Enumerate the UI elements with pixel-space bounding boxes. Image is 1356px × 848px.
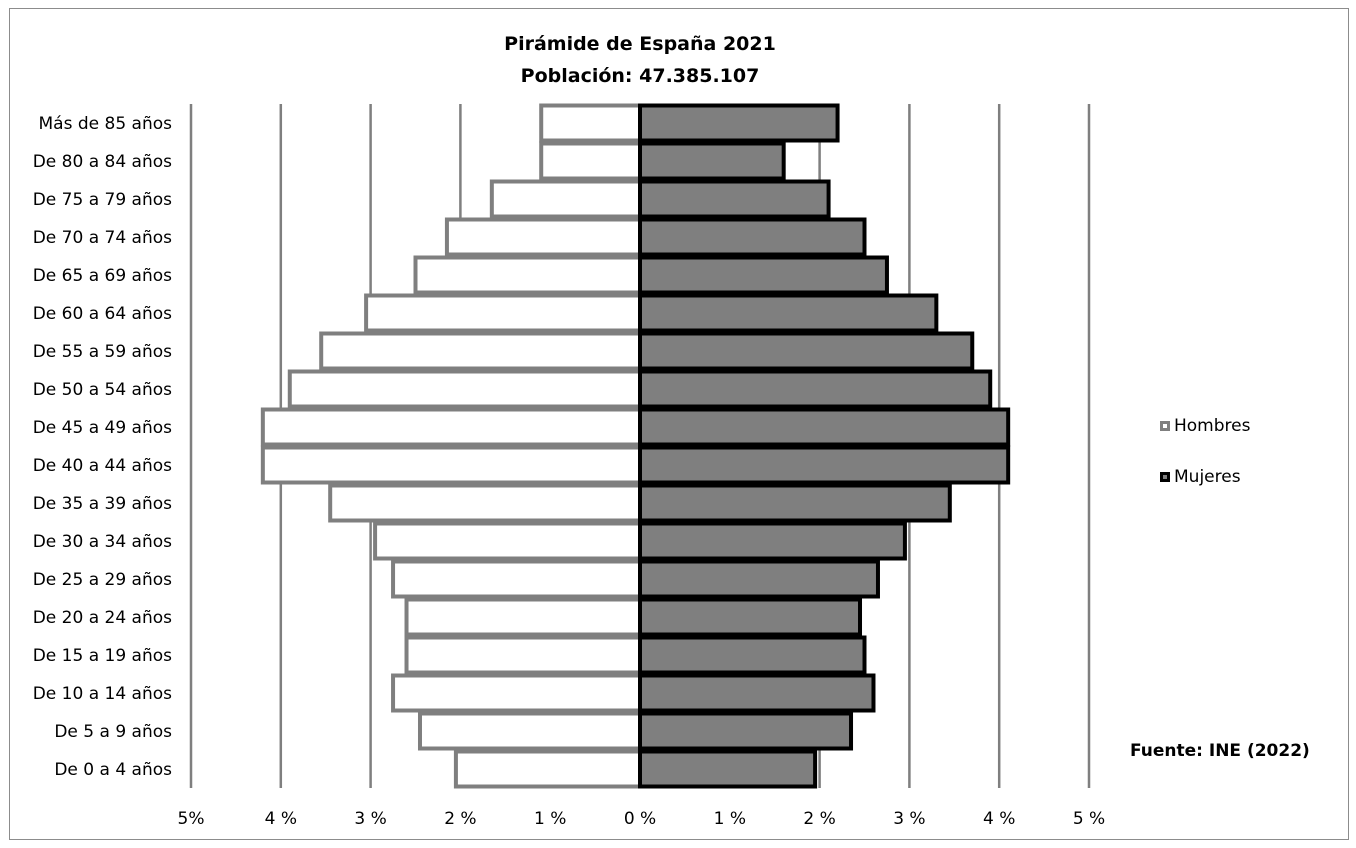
bar-mujeres-15 [640, 676, 873, 711]
x-tick-label-1: 4 % [265, 809, 297, 829]
bar-mujeres-8 [640, 410, 1008, 445]
legend-item-hombres: Hombres [1160, 414, 1250, 438]
x-tick-label-6: 1 % [714, 809, 746, 829]
category-label-4: De 65 a 69 años [33, 266, 172, 286]
category-label-13: De 20 a 24 años [33, 608, 172, 628]
bar-mujeres-16 [640, 714, 851, 749]
bar-hombres-13 [407, 600, 640, 635]
bar-hombres-12 [393, 562, 640, 597]
bar-mujeres-0 [640, 106, 838, 141]
bar-hombres-11 [375, 524, 640, 559]
bar-hombres-10 [330, 486, 640, 521]
category-label-8: De 45 a 49 años [33, 418, 172, 438]
x-tick-label-10: 5 % [1073, 809, 1105, 829]
bar-mujeres-14 [640, 638, 865, 673]
chart-legend: Hombres Mujeres [1160, 414, 1250, 516]
category-label-16: De 5 a 9 años [54, 722, 172, 742]
bar-mujeres-3 [640, 220, 865, 255]
bar-hombres-2 [492, 182, 640, 217]
bar-mujeres-17 [640, 752, 815, 787]
bar-hombres-1 [541, 144, 640, 179]
x-tick-label-3: 2 % [444, 809, 476, 829]
bar-mujeres-6 [640, 334, 972, 369]
legend-item-mujeres: Mujeres [1160, 465, 1250, 489]
bar-mujeres-4 [640, 258, 887, 293]
category-label-11: De 30 a 34 años [33, 532, 172, 552]
bar-hombres-15 [393, 676, 640, 711]
x-tick-label-0: 5% [178, 809, 205, 829]
x-tick-label-5: 0 % [624, 809, 656, 829]
bar-hombres-17 [456, 752, 640, 787]
bar-hombres-5 [366, 296, 640, 331]
bar-hombres-9 [263, 448, 640, 483]
x-tick-label-4: 1 % [534, 809, 566, 829]
bar-hombres-14 [407, 638, 640, 673]
category-label-5: De 60 a 64 años [33, 304, 172, 324]
category-label-6: De 55 a 59 años [33, 342, 172, 362]
category-label-0: Más de 85 años [39, 114, 173, 134]
bar-hombres-16 [420, 714, 640, 749]
category-label-3: De 70 a 74 años [33, 228, 172, 248]
legend-label-mujeres: Mujeres [1174, 467, 1241, 487]
bar-hombres-6 [321, 334, 640, 369]
bar-mujeres-13 [640, 600, 860, 635]
x-tick-label-8: 3 % [893, 809, 925, 829]
bar-mujeres-10 [640, 486, 950, 521]
bar-mujeres-9 [640, 448, 1008, 483]
legend-label-hombres: Hombres [1174, 416, 1250, 436]
bar-mujeres-7 [640, 372, 990, 407]
bar-hombres-7 [290, 372, 640, 407]
category-label-10: De 35 a 39 años [33, 494, 172, 514]
bar-mujeres-5 [640, 296, 936, 331]
category-label-17: De 0 a 4 años [54, 760, 172, 780]
category-label-7: De 50 a 54 años [33, 380, 172, 400]
bar-mujeres-2 [640, 182, 829, 217]
x-tick-label-7: 2 % [803, 809, 835, 829]
category-label-2: De 75 a 79 años [33, 190, 172, 210]
legend-swatch-mujeres [1160, 472, 1170, 482]
category-label-15: De 10 a 14 años [33, 684, 172, 704]
x-tick-label-9: 4 % [983, 809, 1015, 829]
legend-swatch-hombres [1160, 421, 1170, 431]
category-label-9: De 40 a 44 años [33, 456, 172, 476]
bar-hombres-3 [447, 220, 640, 255]
bar-hombres-4 [416, 258, 641, 293]
category-label-12: De 25 a 29 años [33, 570, 172, 590]
x-tick-label-2: 3 % [354, 809, 386, 829]
category-label-14: De 15 a 19 años [33, 646, 172, 666]
chart-source: Fuente: INE (2022) [1130, 741, 1310, 761]
bar-mujeres-1 [640, 144, 784, 179]
bar-mujeres-12 [640, 562, 878, 597]
bar-hombres-8 [263, 410, 640, 445]
category-label-1: De 80 a 84 años [33, 152, 172, 172]
bar-mujeres-11 [640, 524, 905, 559]
bar-hombres-0 [541, 106, 640, 141]
